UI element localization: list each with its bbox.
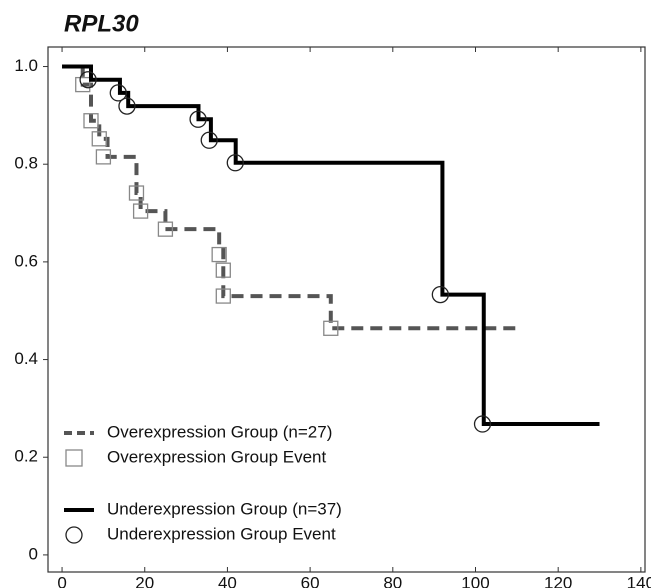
legend-label: Overexpression Group (n=27) <box>107 422 332 441</box>
y-tick-label: 1.0 <box>14 56 38 75</box>
event-marker <box>473 415 492 433</box>
event-marker <box>200 131 218 149</box>
x-tick-label: 140 <box>627 573 651 588</box>
x-tick-label: 120 <box>544 573 572 588</box>
event-marker <box>79 71 97 89</box>
x-tick-label: 20 <box>135 573 154 588</box>
legend-marker <box>65 526 83 544</box>
y-tick-label: 0.2 <box>14 447 38 466</box>
survival-line <box>62 64 517 331</box>
event-marker <box>215 288 231 304</box>
event-marker <box>75 76 91 93</box>
event-marker <box>215 262 231 278</box>
event-marker <box>211 246 227 263</box>
event-marker <box>189 110 207 128</box>
legend-label: Underexpression Group Event <box>107 524 336 543</box>
y-tick-label: 0.6 <box>14 251 38 270</box>
legend-label: Underexpression Group (n=37) <box>107 499 342 518</box>
y-tick-label: 0.4 <box>14 349 38 368</box>
event-marker <box>226 154 244 172</box>
event-marker <box>109 84 127 102</box>
event-marker <box>157 221 174 237</box>
event-marker <box>83 113 99 129</box>
event-marker <box>118 97 136 115</box>
legend-label: Overexpression Group Event <box>107 447 326 466</box>
event-marker <box>91 131 107 147</box>
event-marker <box>323 320 339 336</box>
event-marker <box>431 285 449 304</box>
plot-frame <box>47 46 646 573</box>
event-marker <box>128 185 145 201</box>
x-tick-label: 80 <box>383 573 402 588</box>
survival-line <box>62 64 600 427</box>
x-tick-label: 100 <box>461 573 489 588</box>
chart-title: RPL30 <box>64 10 139 37</box>
x-tick-label: 40 <box>218 573 237 588</box>
event-marker <box>95 149 112 165</box>
x-tick-label: 0 <box>57 573 66 588</box>
event-marker <box>132 203 149 219</box>
legend-marker <box>65 449 83 467</box>
y-tick-label: 0.8 <box>14 154 38 173</box>
y-tick-label: 0 <box>29 544 38 563</box>
x-tick-label: 60 <box>301 573 320 588</box>
